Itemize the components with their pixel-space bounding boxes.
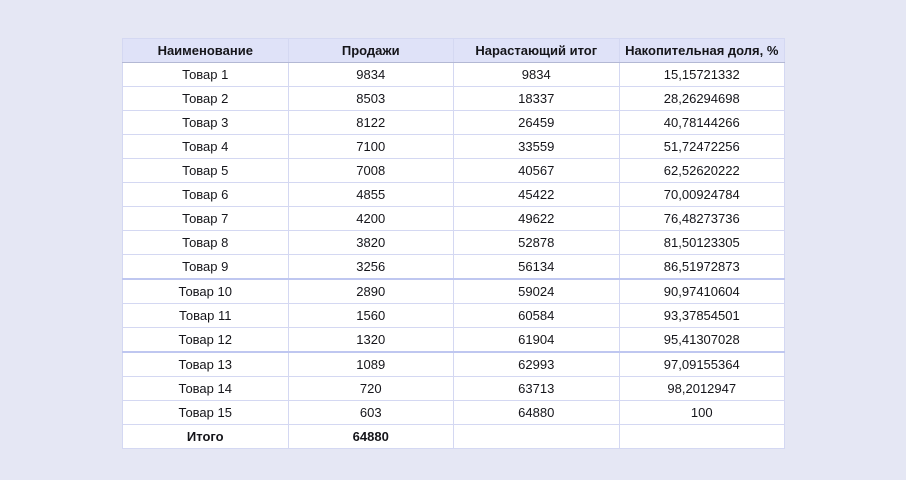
cumulative-share-cell: 62,52620222	[618, 158, 785, 183]
cumulative-share-cell: 93,37854501	[618, 303, 785, 328]
cumulative-share-cell: 70,00924784	[618, 182, 785, 207]
sales-cell: 603	[287, 400, 454, 425]
header-row: Наименование Продажи Нарастающий итог На…	[122, 38, 785, 63]
cumulative-total-cell: 52878	[453, 230, 620, 255]
cumulative-share-cell: 95,41307028	[618, 327, 785, 353]
cumulative-total-cell: 56134	[453, 254, 620, 280]
table-row: Товар 11 1560 60584 93,37854501	[122, 303, 785, 328]
cumulative-total-cell: 61904	[453, 327, 620, 353]
sales-cell: 1560	[287, 303, 454, 328]
table-row: Товар 6 4855 45422 70,00924784	[122, 182, 785, 207]
table-row: Товар 4 7100 33559 51,72472256	[122, 134, 785, 159]
total-sales-cell: 64880	[287, 424, 454, 449]
cumulative-share-cell: 40,78144266	[618, 110, 785, 135]
col-header-sales: Продажи	[287, 38, 454, 63]
name-cell: Товар 3	[122, 110, 289, 135]
sales-cell: 720	[287, 376, 454, 401]
col-header-name: Наименование	[122, 38, 289, 63]
col-header-cumulative-total: Нарастающий итог	[453, 38, 620, 63]
table-row: Товар 2 8503 18337 28,26294698	[122, 86, 785, 111]
table-row: Товар 13 1089 62993 97,09155364	[122, 351, 785, 377]
name-cell: Товар 4	[122, 134, 289, 159]
cumulative-share-cell: 100	[618, 400, 785, 425]
table-row: Товар 7 4200 49622 76,48273736	[122, 206, 785, 231]
table-row: Товар 1 9834 9834 15,15721332	[122, 62, 785, 87]
cumulative-total-cell: 49622	[453, 206, 620, 231]
pareto-table-container: Наименование Продажи Нарастающий итог На…	[122, 38, 785, 449]
cumulative-total-cell: 59024	[453, 278, 620, 304]
cumulative-share-cell: 51,72472256	[618, 134, 785, 159]
cumulative-total-cell: 9834	[453, 62, 620, 87]
cumulative-share-cell: 98,2012947	[618, 376, 785, 401]
name-cell: Товар 10	[122, 278, 289, 304]
name-cell: Товар 7	[122, 206, 289, 231]
name-cell: Товар 11	[122, 303, 289, 328]
sales-cell: 8503	[287, 86, 454, 111]
sales-cell: 1089	[287, 351, 454, 377]
table-header: Наименование Продажи Нарастающий итог На…	[122, 38, 785, 63]
cumulative-share-cell: 15,15721332	[618, 62, 785, 87]
name-cell: Товар 13	[122, 351, 289, 377]
sales-cell: 9834	[287, 62, 454, 87]
table-row: Товар 9 3256 56134 86,51972873	[122, 254, 785, 280]
sales-cell: 8122	[287, 110, 454, 135]
name-cell: Товар 15	[122, 400, 289, 425]
cumulative-total-cell: 40567	[453, 158, 620, 183]
cumulative-total-cell: 33559	[453, 134, 620, 159]
name-cell: Товар 9	[122, 254, 289, 280]
cumulative-total-cell: 60584	[453, 303, 620, 328]
total-cumulative-cell	[453, 424, 620, 449]
cumulative-total-cell: 18337	[453, 86, 620, 111]
table-body: Товар 1 9834 9834 15,15721332 Товар 2 8503 183…	[122, 62, 785, 425]
sales-cell: 4855	[287, 182, 454, 207]
table-row: Товар 3 8122 26459 40,78144266	[122, 110, 785, 135]
name-cell: Товар 14	[122, 376, 289, 401]
cumulative-total-cell: 62993	[453, 351, 620, 377]
table-footer: Итого 64880	[122, 424, 785, 449]
cumulative-share-cell: 76,48273736	[618, 206, 785, 231]
name-cell: Товар 8	[122, 230, 289, 255]
cumulative-total-cell: 45422	[453, 182, 620, 207]
name-cell: Товар 5	[122, 158, 289, 183]
total-share-cell	[618, 424, 785, 449]
sales-cell: 7100	[287, 134, 454, 159]
name-cell: Товар 12	[122, 327, 289, 353]
name-cell: Товар 6	[122, 182, 289, 207]
table-row: Товар 14 720 63713 98,2012947	[122, 376, 785, 401]
cumulative-total-cell: 63713	[453, 376, 620, 401]
table-row: Товар 15 603 64880 100	[122, 400, 785, 425]
table-row: Товар 8 3820 52878 81,50123305	[122, 230, 785, 255]
pareto-table: Наименование Продажи Нарастающий итог На…	[122, 38, 785, 449]
cumulative-share-cell: 86,51972873	[618, 254, 785, 280]
sales-cell: 2890	[287, 278, 454, 304]
name-cell: Товар 1	[122, 62, 289, 87]
cumulative-share-cell: 28,26294698	[618, 86, 785, 111]
cumulative-share-cell: 81,50123305	[618, 230, 785, 255]
sales-cell: 4200	[287, 206, 454, 231]
cumulative-share-cell: 97,09155364	[618, 351, 785, 377]
cumulative-total-cell: 26459	[453, 110, 620, 135]
cumulative-share-cell: 90,97410604	[618, 278, 785, 304]
col-header-cumulative-share: Накопительная доля, %	[618, 38, 785, 63]
total-row: Итого 64880	[122, 424, 785, 449]
table-row: Товар 5 7008 40567 62,52620222	[122, 158, 785, 183]
sales-cell: 3820	[287, 230, 454, 255]
table-row: Товар 10 2890 59024 90,97410604	[122, 278, 785, 304]
sales-cell: 1320	[287, 327, 454, 353]
sales-cell: 3256	[287, 254, 454, 280]
cumulative-total-cell: 64880	[453, 400, 620, 425]
total-label-cell: Итого	[122, 424, 289, 449]
sales-cell: 7008	[287, 158, 454, 183]
table-row: Товар 12 1320 61904 95,41307028	[122, 327, 785, 353]
name-cell: Товар 2	[122, 86, 289, 111]
